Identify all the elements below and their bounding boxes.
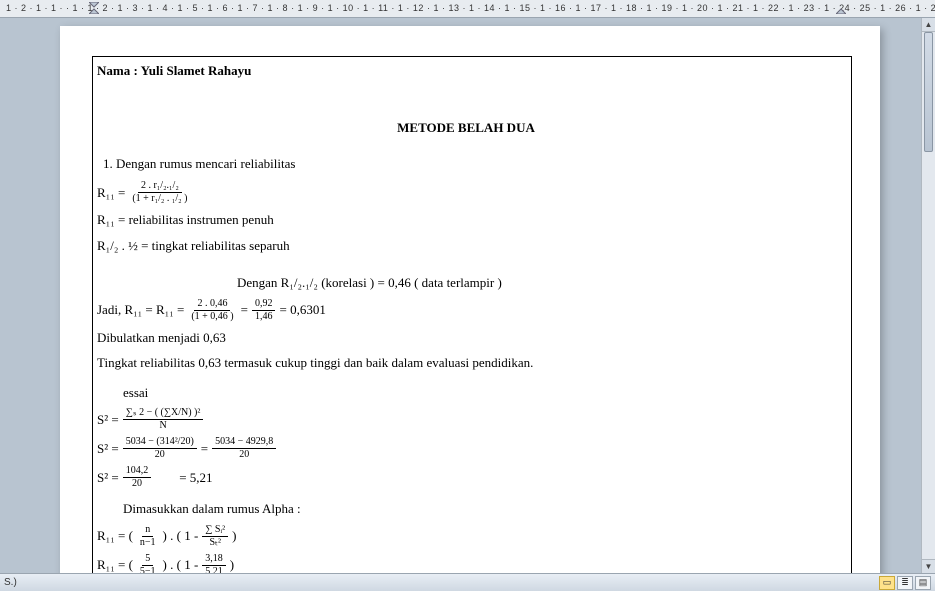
val: = 0,6301 [279,300,325,320]
view-web-icon[interactable]: ▤ [915,576,931,590]
korelasi-line: Dengan R₁/₂.₁/₂ (korelasi ) = 0,46 ( dat… [237,273,835,293]
scroll-down-arrow[interactable]: ▼ [922,559,935,573]
label: Jadi, R₁₁ = R₁₁ = [97,300,184,320]
fraction: 104,2 20 [123,466,152,489]
fraction: 2 . r₁/₂.₁/₂ (1 + r₁/₂ . ₁/₂ ) [129,181,190,204]
fraction: ∑ₛ 2 − ( (∑X/N) )² N [123,408,204,431]
mid: ) . ( 1 - [163,526,199,546]
def-r12: R₁/₂ . ½ = tingkat reliabilitas separuh [97,236,835,256]
fraction: 2 . 0,46 (1 + 0,46 ) [188,299,236,322]
view-print-layout-icon[interactable]: ▭ [879,576,895,590]
statusbar: S.) ▭ ≣ ▤ [0,573,935,591]
def-r11: R₁₁ = reliabilitas instrumen penuh [97,210,835,230]
eq: = [201,439,208,459]
fraction: ∑ Sᵢ² Sₜ² [202,525,228,548]
indent-marker-left[interactable] [89,2,99,14]
label: S² = [97,439,119,459]
jadi-line: Jadi, R₁₁ = R₁₁ = 2 . 0,46 (1 + 0,46 ) =… [97,299,835,322]
scroll-up-arrow[interactable]: ▲ [922,18,935,32]
label: R₁₁ = [97,183,125,203]
list-item-1: 1. Dengan rumus mencari reliabilitas [103,154,835,174]
author-line: Nama : Yuli Slamet Rahayu [97,61,835,81]
fraction: 5034 − 4929,8 20 [212,437,276,460]
document-content[interactable]: Nama : Yuli Slamet Rahayu METODE BELAH D… [97,61,851,573]
s2-formula-3: S² = 104,2 20 = 5,21 [97,466,835,489]
alpha-eq-1: R₁₁ = ( n n−1 ) . ( 1 - ∑ Sᵢ² Sₜ² ) [97,525,835,548]
document-workspace: Nama : Yuli Slamet Rahayu METODE BELAH D… [0,18,935,573]
status-left: S.) [4,577,17,588]
view-reading-icon[interactable]: ≣ [897,576,913,590]
eq: = [241,300,248,320]
ruler-text: 1 · 2 · 1 · 1 · · 1 · 1 · 2 · 1 · 3 · 1 … [6,3,935,13]
dibulatkan-line: Dibulatkan menjadi 0,63 [97,328,835,348]
scroll-thumb[interactable] [924,32,933,152]
val: = 5,21 [179,468,212,488]
horizontal-ruler: 1 · 2 · 1 · 1 · · 1 · 1 · 2 · 1 · 3 · 1 … [0,0,935,18]
label: R₁₁ = ( [97,526,133,546]
label: S² = [97,410,119,430]
page: Nama : Yuli Slamet Rahayu METODE BELAH D… [60,26,880,573]
view-mode-icons: ▭ ≣ ▤ [879,576,931,590]
vertical-scrollbar[interactable]: ▲ ▼ [921,18,935,573]
indent-marker-right[interactable] [836,2,846,16]
fraction: 3,18 5,21 [202,554,226,574]
tingkat-line: Tingkat reliabilitas 0,63 termasuk cukup… [97,353,835,373]
end: ) [230,555,234,573]
s2-formula-1: S² = ∑ₛ 2 − ( (∑X/N) )² N [97,408,835,431]
fraction: 0,92 1,46 [252,299,276,322]
end: ) [232,526,236,546]
page-content-border: Nama : Yuli Slamet Rahayu METODE BELAH D… [92,56,852,573]
mid: ) . ( 1 - [163,555,199,573]
alpha-eq-2: R₁₁ = ( 5 5−1 ) . ( 1 - 3,18 5,21 ) [97,554,835,574]
page-title: METODE BELAH DUA [97,118,835,138]
s2-formula-2: S² = 5034 − (314²/20) 20 = 5034 − 4929,8… [97,437,835,460]
label: S² = [97,468,119,488]
formula-r11-def: R₁₁ = 2 . r₁/₂.₁/₂ (1 + r₁/₂ . ₁/₂ ) [97,181,835,204]
text-cursor [97,87,98,99]
essai-label: essai [123,383,835,403]
label: R₁₁ = ( [97,555,133,573]
dimasukkan-line: Dimasukkan dalam rumus Alpha : [123,499,835,519]
fraction: n n−1 [137,525,159,548]
fraction: 5034 − (314²/20) 20 [123,437,197,460]
fraction: 5 5−1 [137,554,159,574]
